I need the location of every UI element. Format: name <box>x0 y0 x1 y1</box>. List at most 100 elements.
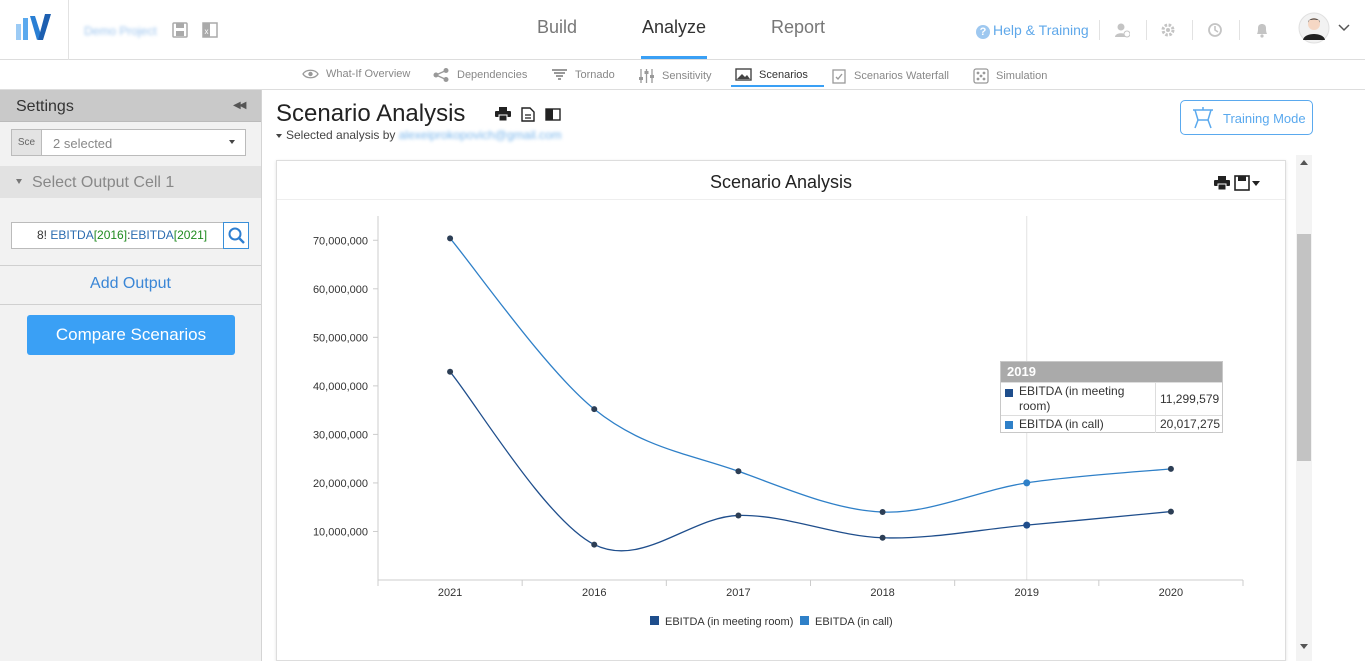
page-title: Scenario Analysis <box>276 100 466 127</box>
print-icon[interactable] <box>495 107 511 121</box>
subtab-label: What-If Overview <box>326 68 411 80</box>
subtab-scenarios[interactable]: Scenarios <box>735 68 808 81</box>
export-pdf-icon[interactable] <box>521 107 535 122</box>
y-tick-label: 20,000,000 <box>313 478 368 490</box>
data-point <box>735 512 742 519</box>
image-icon <box>735 68 752 81</box>
settings-panel: Settings ◀◀ Sce 2 selected Select Output… <box>0 90 262 661</box>
help-training-link[interactable]: ? Help & Training <box>976 22 1089 39</box>
formula-year: [2016] <box>93 228 128 242</box>
tooltip-row: EBITDA (in call) 20,017,275 <box>1001 415 1222 433</box>
data-point <box>879 509 886 516</box>
output-cell-title: Select Output Cell 1 <box>32 174 175 191</box>
subtab-sensitivity[interactable]: Sensitivity <box>638 68 712 84</box>
divider <box>1146 20 1147 40</box>
data-point <box>1023 521 1031 529</box>
data-point <box>591 406 598 413</box>
scenario-select[interactable]: Sce 2 selected <box>11 129 246 156</box>
output-cell-section-header[interactable]: Select Output Cell 1 <box>0 166 261 198</box>
data-point <box>1167 465 1174 472</box>
data-point <box>1167 508 1174 515</box>
divider <box>0 265 261 266</box>
tooltip-row: EBITDA (in meeting room) 11,299,579 <box>1001 382 1222 415</box>
settings-header: Settings ◀◀ <box>0 90 261 122</box>
subtab-scenarios-waterfall[interactable]: Scenarios Waterfall <box>831 68 949 84</box>
tooltip-series-name: EBITDA (in call) <box>1019 417 1104 431</box>
book-icon[interactable] <box>545 107 561 121</box>
selected-analysis-by[interactable]: Selected analysis by alexeiprokopovich@g… <box>276 128 562 142</box>
subtab-label: Simulation <box>996 70 1048 82</box>
subtab-what-if-overview[interactable]: What-If Overview <box>302 68 410 80</box>
scrollbar-thumb[interactable] <box>1297 234 1311 461</box>
formula-search-button[interactable] <box>223 222 249 249</box>
scenario-select-value: 2 selected <box>53 136 113 151</box>
page-actions <box>495 107 561 122</box>
chevron-down-icon[interactable] <box>1338 24 1350 32</box>
help-icon: ? <box>976 25 990 39</box>
subtab-label: Dependencies <box>457 69 528 81</box>
avatar[interactable] <box>1298 12 1330 44</box>
legend-swatch <box>650 616 659 625</box>
data-point <box>1023 479 1031 487</box>
data-point <box>879 534 886 541</box>
formula-year: [2021] <box>173 228 208 242</box>
add-output-link[interactable]: Add Output <box>90 275 171 292</box>
top-bar: Demo Project x Build Analyze Report ? Hel… <box>0 0 1365 60</box>
project-name[interactable]: Demo Project <box>84 24 157 38</box>
subtab-label: Scenarios Waterfall <box>854 70 949 82</box>
eye-icon <box>302 69 319 79</box>
chart-tooltip: 2019 EBITDA (in meeting room) 11,299,579… <box>1000 361 1223 433</box>
divider <box>1192 20 1193 40</box>
collapse-panel-icon[interactable]: ◀◀ <box>233 100 246 111</box>
app-logo[interactable] <box>14 12 54 42</box>
tab-report[interactable]: Report <box>771 17 826 37</box>
y-tick-label: 10,000,000 <box>313 526 368 538</box>
scenario-line-chart: 10,000,000 20,000,000 30,000,000 40,000,000… <box>313 216 1244 628</box>
bell-icon[interactable] <box>1254 21 1270 39</box>
chart-tools <box>1214 175 1260 191</box>
presentation-icon <box>1193 107 1213 129</box>
subtab-tornado[interactable]: Tornado <box>551 68 615 82</box>
save-icon[interactable] <box>172 21 188 39</box>
gear-icon[interactable] <box>1160 21 1176 39</box>
x-tick-label: 2017 <box>726 587 750 599</box>
compare-scenarios-button[interactable]: Compare Scenarios <box>27 315 235 355</box>
output-formula-input[interactable]: 8! EBITDA[2016]:EBITDA[2021] <box>11 222 224 249</box>
subtab-label: Scenarios <box>759 68 808 81</box>
x-tick-label: 2020 <box>1159 587 1183 599</box>
svg-text:x: x <box>205 27 209 36</box>
history-icon[interactable] <box>1207 21 1223 39</box>
checklist-icon <box>832 69 846 84</box>
tooltip-series-name: EBITDA (in meeting room) <box>1019 384 1125 413</box>
user-add-icon[interactable] <box>1114 21 1130 39</box>
x-tick-label: 2019 <box>1015 587 1039 599</box>
tooltip-value: 20,017,275 <box>1155 416 1220 433</box>
save-chart-icon[interactable] <box>1234 175 1260 191</box>
subtab-label: Sensitivity <box>662 70 712 82</box>
analysis-subtabs: What-If Overview Dependencies Tornado Se… <box>0 60 1365 90</box>
data-point <box>447 235 454 242</box>
subtab-dependencies[interactable]: Dependencies <box>433 68 527 82</box>
y-tick-label: 60,000,000 <box>313 284 368 296</box>
x-tick-label: 2018 <box>870 587 894 599</box>
y-tick-label: 40,000,000 <box>313 381 368 393</box>
series-swatch <box>1005 421 1013 429</box>
data-point <box>591 541 598 548</box>
logo-divider <box>68 0 69 60</box>
scroll-down-icon[interactable] <box>1300 644 1308 649</box>
search-icon <box>228 227 245 244</box>
tab-analyze[interactable]: Analyze <box>642 17 707 37</box>
x-tick-label: 2016 <box>582 587 606 599</box>
training-mode-button[interactable]: Training Mode <box>1180 100 1313 135</box>
divider <box>0 304 261 305</box>
divider <box>277 199 1285 200</box>
legend-swatch <box>800 616 809 625</box>
excel-icon[interactable]: x <box>202 21 218 39</box>
scroll-up-icon[interactable] <box>1300 160 1308 165</box>
tooltip-value: 11,299,579 <box>1155 383 1219 415</box>
chart-title: Scenario Analysis <box>709 172 853 192</box>
tab-build[interactable]: Build <box>537 17 578 37</box>
selected-by-email[interactable]: alexeiprokopovich@gmail.com <box>398 128 562 142</box>
print-icon[interactable] <box>1214 176 1230 190</box>
subtab-simulation[interactable]: Simulation <box>973 68 1047 84</box>
